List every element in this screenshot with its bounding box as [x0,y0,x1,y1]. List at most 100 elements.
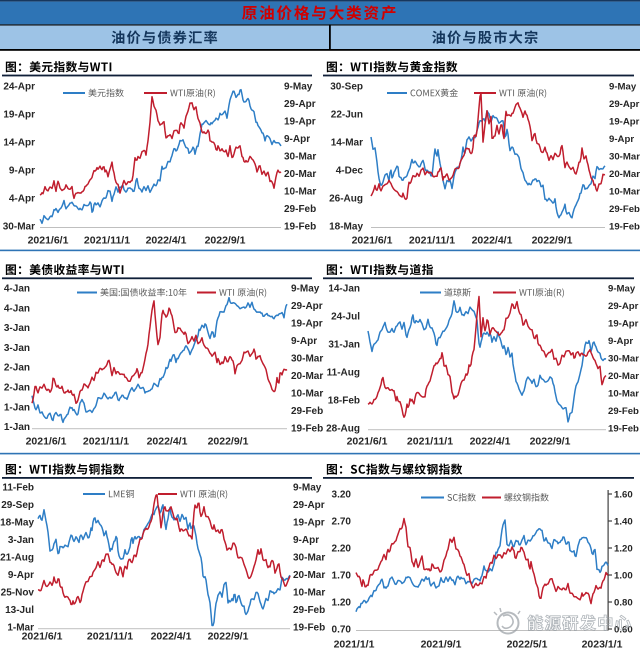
svg-text:2022/5/1: 2022/5/1 [507,639,548,651]
svg-text:9-Apr: 9-Apr [609,134,634,145]
svg-text:2022/9/1: 2022/9/1 [205,235,246,247]
svg-text:30-Mar: 30-Mar [3,222,35,233]
svg-text:29-Apr: 29-Apr [291,301,323,312]
svg-text:1.20: 1.20 [332,598,352,609]
svg-text:20-Mar: 20-Mar [293,570,325,581]
svg-text:10-Mar: 10-Mar [284,187,316,198]
svg-text:2022/4/1: 2022/4/1 [146,235,187,247]
svg-text:1.70: 1.70 [332,571,352,582]
svg-text:19-Feb: 19-Feb [293,623,325,634]
svg-text:9-Apr: 9-Apr [9,166,35,177]
svg-text:29-Apr: 29-Apr [609,99,640,110]
svg-text:19-Feb: 19-Feb [291,424,323,435]
svg-text:2021/11/1: 2021/11/1 [409,235,455,247]
svg-text:9-May: 9-May [608,284,636,295]
svg-text:1-Jan: 1-Jan [4,402,30,413]
svg-text:10-Mar: 10-Mar [293,588,325,599]
svg-text:2-Jan: 2-Jan [4,383,30,394]
svg-text:20-Mar: 20-Mar [291,371,323,382]
svg-text:9-Apr: 9-Apr [291,336,317,347]
svg-text:19-Feb: 19-Feb [609,222,640,233]
svg-text:2023/1/1: 2023/1/1 [582,639,623,651]
svg-text:1-Mar: 1-Mar [7,623,34,634]
svg-text:4-Jan: 4-Jan [4,303,30,314]
svg-text:10-Mar: 10-Mar [609,187,640,198]
svg-text:2022/9/1: 2022/9/1 [208,436,249,448]
svg-text:14-Apr: 14-Apr [3,138,35,149]
svg-text:21-Aug: 21-Aug [0,553,34,564]
svg-text:9-May: 9-May [293,483,322,494]
svg-text:19-Apr: 19-Apr [284,117,316,128]
svg-text:2021/1/1: 2021/1/1 [334,639,375,651]
svg-text:9-May: 9-May [291,284,320,295]
svg-text:2022/9/1: 2022/9/1 [208,631,249,643]
svg-text:26-Aug: 26-Aug [329,194,363,205]
svg-text:2021/11/1: 2021/11/1 [83,436,129,448]
svg-text:9-Apr: 9-Apr [293,535,319,546]
svg-text:10-Mar: 10-Mar [608,389,639,400]
svg-text:29-Apr: 29-Apr [608,301,639,312]
svg-text:22-Jun: 22-Jun [331,110,363,121]
svg-text:19-Feb: 19-Feb [608,424,639,435]
svg-text:19-Apr: 19-Apr [3,110,35,121]
svg-text:19-Apr: 19-Apr [291,319,323,330]
svg-text:1.40: 1.40 [614,517,633,528]
svg-text:9-Apr: 9-Apr [608,336,633,347]
svg-text:2021/11/1: 2021/11/1 [407,436,453,448]
svg-text:11-Feb: 11-Feb [2,483,34,494]
svg-text:29-Feb: 29-Feb [609,204,640,215]
svg-text:29-Feb: 29-Feb [284,204,316,215]
svg-text:18-May: 18-May [329,222,363,233]
svg-text:13-Jul: 13-Jul [5,605,34,616]
svg-text:29-Feb: 29-Feb [291,406,323,417]
svg-text:0.70: 0.70 [332,625,352,636]
svg-text:14-Jan: 14-Jan [328,284,360,295]
svg-text:2021/9/1: 2021/9/1 [421,639,462,651]
svg-text:2021/11/1: 2021/11/1 [84,235,130,247]
svg-text:19-Feb: 19-Feb [284,222,316,233]
svg-text:2022/4/1: 2022/4/1 [147,436,188,448]
svg-text:19-Apr: 19-Apr [293,518,325,529]
svg-text:29-Apr: 29-Apr [284,99,316,110]
svg-text:24-Apr: 24-Apr [3,82,35,93]
svg-text:20-Mar: 20-Mar [608,371,639,382]
svg-text:2.20: 2.20 [332,544,352,555]
svg-text:29-Feb: 29-Feb [608,406,639,417]
svg-text:30-Mar: 30-Mar [608,354,639,365]
svg-text:14-Mar: 14-Mar [331,138,363,149]
svg-text:9-Apr: 9-Apr [8,570,34,581]
svg-text:3-Jan: 3-Jan [4,343,30,354]
svg-text:10-Mar: 10-Mar [291,389,323,400]
svg-text:1.20: 1.20 [614,544,633,555]
svg-text:30-Mar: 30-Mar [284,152,316,163]
svg-text:2022/4/1: 2022/4/1 [472,235,513,247]
svg-text:2-Jan: 2-Jan [4,363,30,374]
svg-text:4-Apr: 4-Apr [9,194,35,205]
svg-text:1.60: 1.60 [614,490,633,501]
svg-text:3-Jan: 3-Jan [8,535,34,546]
svg-text:24-Jul: 24-Jul [331,312,360,323]
svg-text:9-May: 9-May [284,82,313,93]
svg-text:25-Nov: 25-Nov [1,588,35,599]
svg-text:29-Sep: 29-Sep [1,500,34,511]
svg-text:3.20: 3.20 [332,490,352,501]
svg-text:4-Jan: 4-Jan [4,284,30,295]
svg-text:1.00: 1.00 [614,571,633,582]
svg-text:18-May: 18-May [0,518,34,529]
svg-text:29-Feb: 29-Feb [293,605,325,616]
svg-text:2022/9/1: 2022/9/1 [530,436,571,448]
svg-text:19-Apr: 19-Apr [609,117,640,128]
svg-text:18-Feb: 18-Feb [328,396,360,407]
svg-text:9-May: 9-May [609,82,637,93]
svg-text:1-Jan: 1-Jan [4,422,30,433]
svg-text:2021/11/1: 2021/11/1 [87,631,133,643]
svg-text:2022/4/1: 2022/4/1 [470,436,511,448]
svg-text:0.80: 0.80 [614,598,633,609]
svg-text:2022/9/1: 2022/9/1 [532,235,573,247]
svg-text:2021/6/1: 2021/6/1 [352,235,393,247]
svg-text:4-Dec: 4-Dec [336,166,364,177]
svg-text:19-Apr: 19-Apr [608,319,639,330]
svg-text:9-Apr: 9-Apr [284,134,310,145]
svg-text:2021/6/1: 2021/6/1 [22,631,63,643]
svg-text:30-Sep: 30-Sep [330,82,363,93]
